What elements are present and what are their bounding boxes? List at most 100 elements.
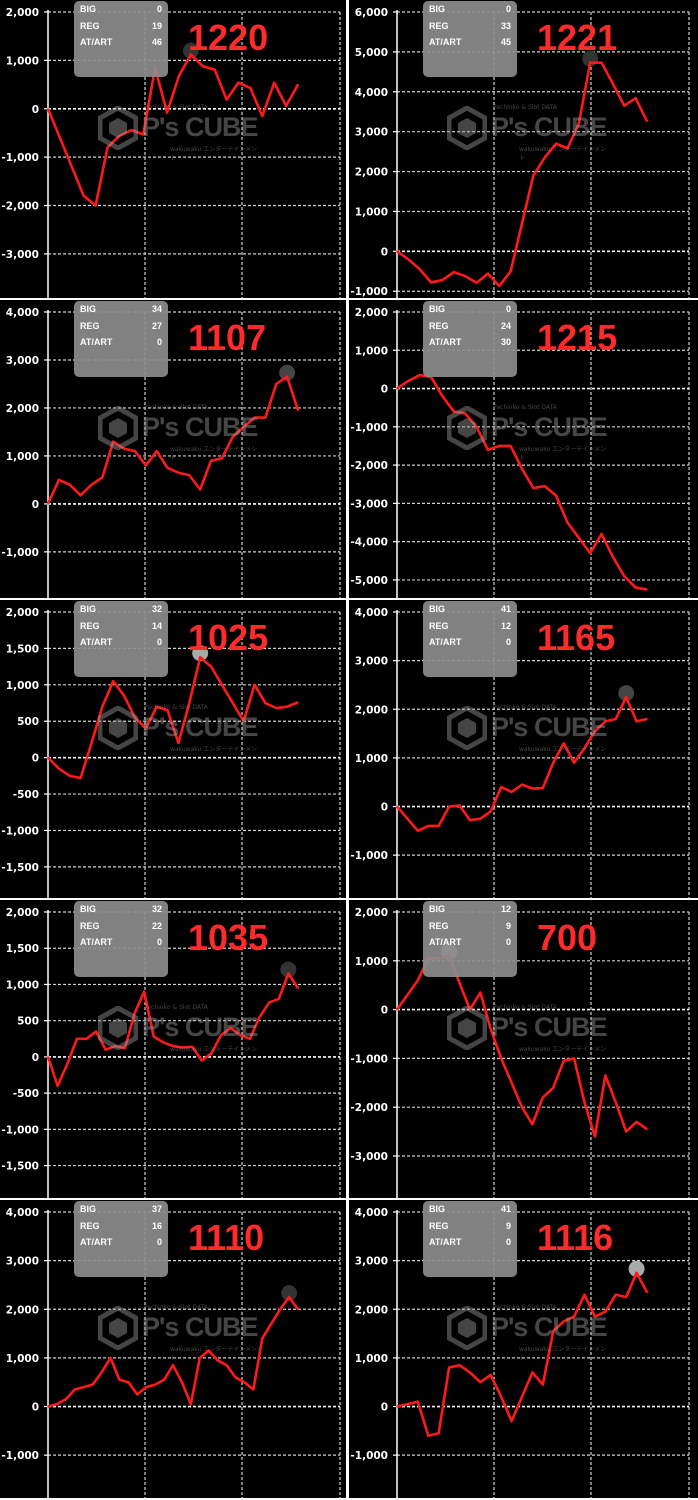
data-point [634, 586, 637, 589]
machine-number: 1215 [537, 317, 618, 358]
data-point [243, 1381, 246, 1384]
info-row-at: AT/ART 0 [429, 637, 511, 653]
line-chart: 4,000 3,000 2,000 1,000 0 -1,000 [1, 307, 341, 598]
series-line [46, 53, 300, 207]
data-point [396, 250, 398, 253]
peak-marker [192, 645, 209, 662]
data-point [612, 82, 614, 85]
data-point [264, 702, 267, 704]
y-tick-label: 2,000 [355, 1304, 388, 1316]
watermark-company: wakuwaku エンターテインメント [519, 1346, 607, 1362]
data-point [231, 702, 234, 704]
info-row-reg: REG 24 [429, 321, 511, 337]
data-point [66, 1063, 69, 1065]
data-point [190, 1403, 192, 1405]
info-label-at: AT/ART [80, 637, 113, 647]
info-value-reg: 19 [151, 20, 162, 31]
info-value-big: 0 [505, 4, 511, 14]
data-point [133, 1012, 136, 1015]
info-value-at: 0 [156, 1237, 162, 1247]
info-label-big: BIG [429, 304, 446, 314]
info-value-at: 0 [505, 637, 511, 647]
data-point [275, 383, 278, 385]
watermark-company: wakuwaku エンターテインメント [170, 1046, 258, 1062]
y-tick-label: -500 [13, 1088, 39, 1100]
y-tick-label: -1,500 [1, 1161, 39, 1173]
data-point [178, 75, 180, 77]
data-point [221, 457, 223, 460]
data-point [47, 756, 49, 759]
info-value-big: 41 [500, 604, 511, 614]
y-tick-label: -1,000 [1, 1124, 39, 1136]
y-tick-label: -5,000 [350, 575, 388, 587]
data-point [199, 488, 201, 491]
data-point [532, 174, 535, 177]
data-point [268, 1001, 270, 1004]
info-value-big: 34 [151, 304, 162, 314]
y-tick-label: 2,000 [6, 403, 39, 415]
data-point [56, 1085, 59, 1087]
data-point [448, 805, 450, 808]
data-point [210, 459, 212, 462]
data-point [145, 1386, 148, 1388]
watermark-company: wakuwaku エンターテインメント [170, 146, 258, 162]
info-value-big: 0 [156, 4, 162, 14]
data-point [76, 1037, 78, 1040]
data-point [521, 1395, 523, 1398]
data-point [79, 494, 82, 497]
data-point [521, 468, 523, 470]
data-point [600, 533, 603, 535]
data-point [123, 694, 125, 697]
watermark-brand: P's CUBE [491, 1312, 607, 1342]
data-point [594, 1315, 596, 1318]
info-label-reg: REG [429, 620, 449, 631]
info-label-at: AT/ART [80, 937, 113, 947]
data-point [237, 81, 240, 84]
data-point [142, 133, 145, 136]
info-value-at: 46 [151, 37, 162, 47]
watermark-company: wakuwaku エンターテインメント [519, 746, 607, 762]
data-point [270, 1323, 273, 1325]
y-tick-label: 0 [381, 384, 388, 396]
watermark-logo: Pachinko & Slot DATA P's CUBE wakuwaku エンタ… [447, 104, 607, 164]
data-point [252, 1388, 255, 1391]
y-tick-label: 1,000 [6, 451, 39, 463]
data-point [500, 1395, 502, 1398]
info-box: BIG 32 REG 22 AT/ART 0 [74, 901, 168, 977]
data-point [562, 1320, 565, 1323]
y-tick-label: 4,000 [6, 1207, 39, 1219]
data-point [464, 275, 466, 277]
data-point [130, 129, 133, 131]
data-point [566, 147, 569, 150]
y-tick-label: 6,000 [355, 7, 388, 19]
cube-logo-icon [98, 706, 138, 750]
data-point [479, 817, 482, 820]
cube-logo-icon [98, 1306, 138, 1350]
series-line [47, 655, 299, 780]
watermark-logo: Pachinko & Slot DATA P's CUBE wakuwaku エンタ… [447, 1004, 607, 1064]
data-point [623, 104, 626, 107]
info-label-reg: REG [429, 920, 449, 931]
cube-logo-icon [447, 1306, 487, 1350]
data-point [106, 146, 109, 149]
y-tick-label: 0 [381, 246, 388, 258]
data-point [297, 83, 299, 86]
y-tick-label: 3,000 [355, 1256, 388, 1268]
data-point [172, 1045, 174, 1047]
data-point [542, 1096, 544, 1099]
chart-panel-1215: 2,000 1,000 0 -1,000 -2,000 -3,000 -4,000 -5,00… [349, 300, 698, 598]
info-row-at: AT/ART 0 [80, 337, 162, 353]
data-point [143, 990, 145, 993]
info-value-big: 32 [151, 904, 162, 914]
data-point [181, 1046, 184, 1049]
info-row-big: BIG 32 [80, 604, 162, 620]
machine-number: 1116 [537, 1217, 614, 1258]
info-label-big: BIG [429, 4, 446, 14]
data-point [604, 1074, 607, 1077]
chart-panel-1110: 4,000 3,000 2,000 1,000 0 -1,000 Pachinko & Sl… [0, 1200, 346, 1498]
info-label-big: BIG [80, 904, 97, 914]
data-point [427, 1434, 430, 1437]
cube-logo-icon [98, 406, 138, 450]
peak-marker [618, 685, 635, 702]
y-tick-label: 2,000 [355, 167, 388, 179]
